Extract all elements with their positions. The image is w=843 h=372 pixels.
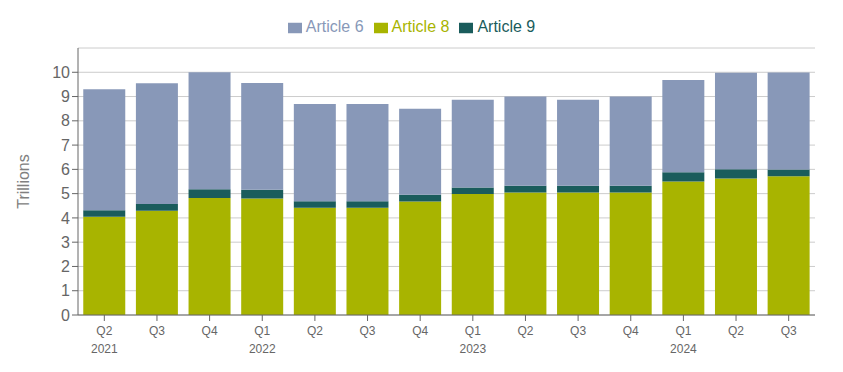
svg-text:Q1: Q1 [465,324,481,338]
svg-text:3: 3 [61,234,70,251]
svg-text:Q3: Q3 [360,324,376,338]
svg-text:6: 6 [61,161,70,178]
svg-text:7: 7 [61,137,70,154]
svg-text:0: 0 [61,307,70,324]
svg-text:2023: 2023 [459,342,486,356]
svg-text:Q1: Q1 [675,324,691,338]
html-text:Article 6: Article 6 [305,18,364,35]
svg-text:Q2: Q2 [517,324,533,338]
svg-text:Q3: Q3 [149,324,165,338]
svg-text:1: 1 [61,282,70,299]
svg-text:Q2: Q2 [728,324,744,338]
svg-text:Trillions: Trillions [15,154,32,209]
svg-text:2022: 2022 [249,342,276,356]
svg-text:Q4: Q4 [623,324,639,338]
svg-text:Q3: Q3 [570,324,586,338]
svg-text:5: 5 [61,185,70,202]
svg-text:Q2: Q2 [307,324,323,338]
html-text:Article 8: Article 8 [391,18,450,35]
svg-text:2021: 2021 [91,342,118,356]
svg-text:Q4: Q4 [202,324,218,338]
svg-text:8: 8 [61,112,70,129]
svg-text:4: 4 [61,210,70,227]
svg-text:Q3: Q3 [781,324,797,338]
svg-text:2: 2 [61,258,70,275]
svg-text:Q1: Q1 [254,324,270,338]
html-text:Article 9: Article 9 [477,18,536,35]
svg-text:Q2: Q2 [96,324,112,338]
svg-text:9: 9 [61,88,70,105]
svg-text:10: 10 [52,64,70,81]
svg-text:Q4: Q4 [412,324,428,338]
svg-text:2024: 2024 [670,342,697,356]
